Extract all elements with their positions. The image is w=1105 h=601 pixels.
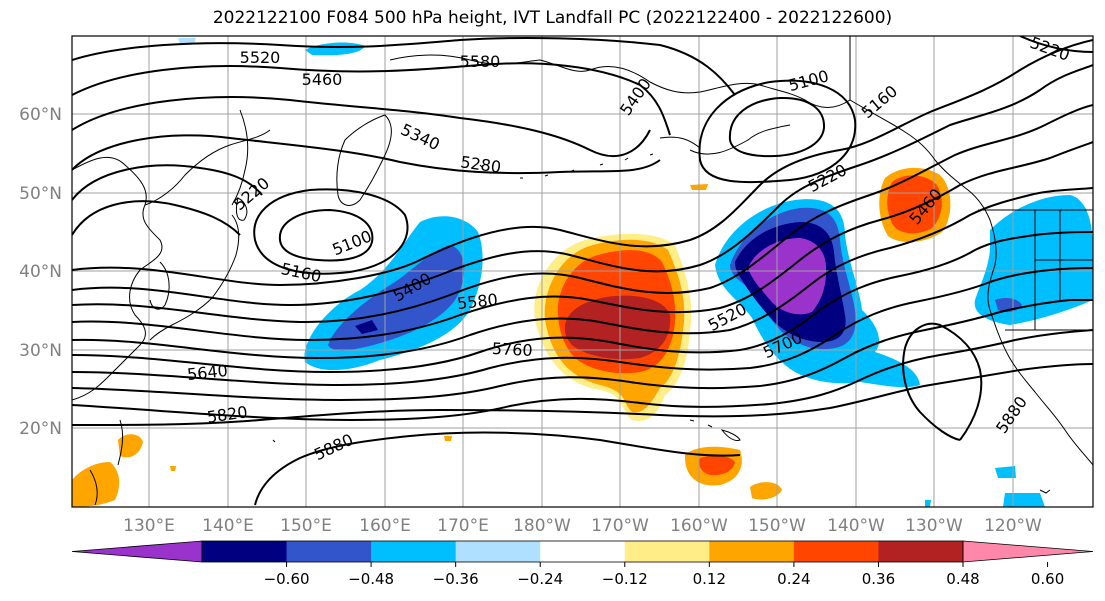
longitude-labels: 130°E 140°E 150°E 160°E 170°E 180°W 170°… xyxy=(123,516,1042,536)
colorbar-cell xyxy=(624,541,710,562)
contour-label: 5460 xyxy=(302,70,343,89)
lon-label: 160°W xyxy=(670,516,728,536)
lat-label: 20°N xyxy=(19,419,62,439)
lon-label: 130°E xyxy=(123,516,175,536)
colorbar-cell xyxy=(455,541,541,562)
lat-label: 30°N xyxy=(19,341,62,361)
contour-label: 5520 xyxy=(240,48,281,67)
lon-label: 150°W xyxy=(748,516,806,536)
coastlines xyxy=(72,36,1093,506)
lon-label: 130°W xyxy=(905,516,963,536)
lon-label: 170°W xyxy=(591,516,649,536)
colorbar-cell xyxy=(202,541,288,562)
colorbar-tick-label: −0.24 xyxy=(517,570,563,588)
graticule xyxy=(72,36,1093,507)
colorbar-tick-label: −0.12 xyxy=(602,570,648,588)
map-title: 2022122100 F084 500 hPa height, IVT Land… xyxy=(212,8,893,28)
colorbar-tick-label: 0.36 xyxy=(862,570,895,588)
colorbar-cell xyxy=(540,541,626,562)
colorbar-frame xyxy=(201,540,964,563)
lat-label: 40°N xyxy=(19,262,62,282)
colorbar-ticks: −0.60 −0.48 −0.36 −0.24 −0.12 0.12 0.24 0.36 0.4… xyxy=(264,562,1064,588)
colorbar: −0.60 −0.48 −0.36 −0.24 −0.12 0.12 0.24 0.36 0.4… xyxy=(71,540,1094,588)
colorbar-tick-label: −0.36 xyxy=(433,570,479,588)
colorbar-tick-label: 0.24 xyxy=(777,570,810,588)
colorbar-cell xyxy=(793,541,879,562)
height-contours xyxy=(72,36,1093,506)
colorbar-tick-label: −0.48 xyxy=(348,570,394,588)
colorbar-tick-label: −0.60 xyxy=(264,570,310,588)
lon-label: 170°E xyxy=(437,516,489,536)
lon-label: 160°E xyxy=(359,516,411,536)
colorbar-cell xyxy=(371,541,457,562)
negative-anomaly-east xyxy=(715,199,920,388)
lon-label: 150°E xyxy=(280,516,332,536)
colorbar-extend-low xyxy=(71,540,203,563)
colorbar-cells xyxy=(71,540,1094,563)
contour-label: 5640 xyxy=(186,361,228,384)
contour-label: 5580 xyxy=(460,52,501,71)
contour-label: 5580 xyxy=(456,290,498,313)
colorbar-cell xyxy=(878,541,964,562)
colorbar-tick-label: 0.48 xyxy=(946,570,979,588)
colorbar-cell xyxy=(709,541,795,562)
colorbar-tick-label: 0.12 xyxy=(693,570,726,588)
latitude-labels: 60°N 50°N 40°N 30°N 20°N xyxy=(19,105,62,439)
lat-label: 50°N xyxy=(19,184,62,204)
colorbar-cell xyxy=(286,541,372,562)
positive-anomaly-central xyxy=(534,233,692,421)
lon-label: 140°E xyxy=(202,516,254,536)
lon-label: 140°W xyxy=(827,516,885,536)
lon-label: 180°W xyxy=(513,516,571,536)
contour-label: 5760 xyxy=(491,339,533,360)
lon-label: 120°W xyxy=(984,516,1042,536)
positive-anomaly-northeast xyxy=(879,167,951,242)
colorbar-extend-high xyxy=(962,540,1094,563)
lat-label: 60°N xyxy=(19,105,62,125)
map-area: 5520 5580 5460 5400 5100 5160 5220 5340 … xyxy=(72,36,1093,507)
colorbar-tick-label: 0.60 xyxy=(1031,570,1064,588)
map-frame xyxy=(71,35,1094,508)
